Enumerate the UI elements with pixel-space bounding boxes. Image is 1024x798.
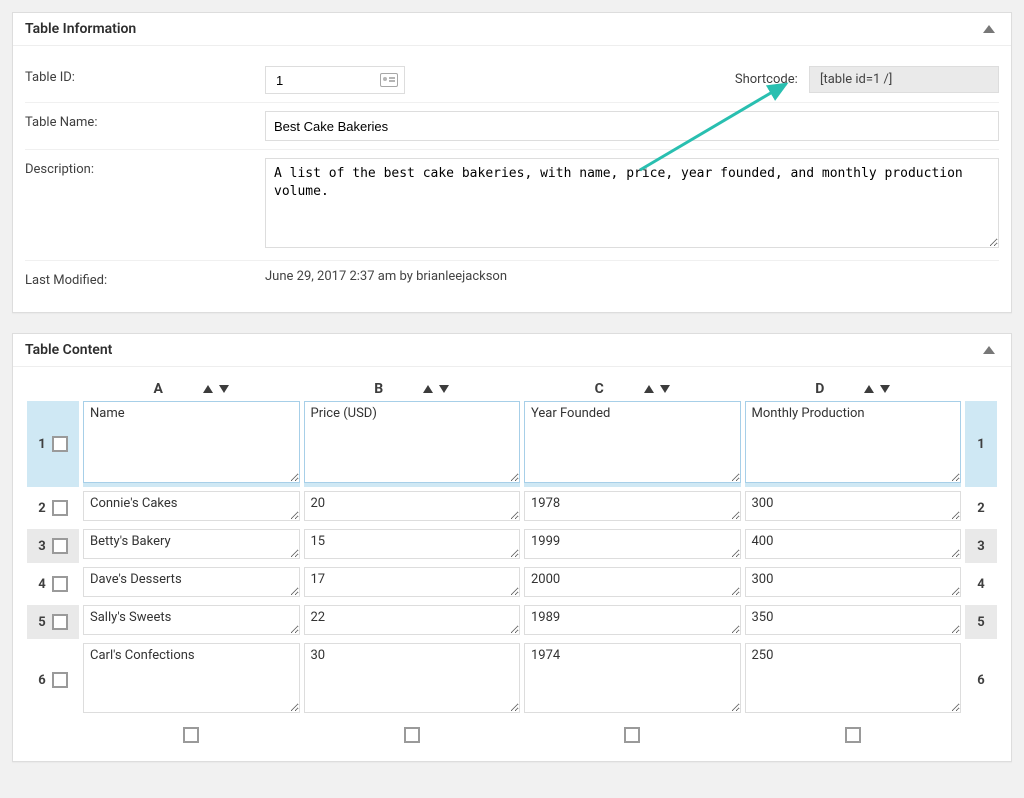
data-cell-input[interactable] [304, 491, 521, 521]
sort-desc-icon[interactable] [880, 385, 890, 393]
column-letter: D [815, 381, 824, 397]
column-header[interactable]: A [83, 381, 300, 397]
table-row: 55 [27, 605, 997, 639]
sort-asc-icon[interactable] [644, 385, 654, 393]
table-row: 66 [27, 643, 997, 717]
data-cell-input[interactable] [524, 529, 741, 559]
description-textarea[interactable] [265, 158, 999, 248]
panel-header: Table Information [13, 13, 1011, 46]
row-checkbox[interactable] [52, 576, 68, 592]
sort-asc-icon[interactable] [864, 385, 874, 393]
data-cell-input[interactable] [83, 567, 300, 597]
row-number-right: 1 [965, 401, 997, 487]
row-checkbox[interactable] [52, 500, 68, 516]
data-cell-input[interactable] [524, 567, 741, 597]
table-information-panel: Table Information Table ID: Shortcode: [… [12, 12, 1012, 313]
panel-title: Table Information [25, 21, 136, 37]
column-header-row: A B [27, 381, 997, 397]
row-number: 2 [38, 501, 45, 516]
panel-body: Table ID: Shortcode: [table id=1 /] Tabl… [13, 46, 1011, 312]
column-letter: A [154, 381, 163, 397]
last-modified-value: June 29, 2017 2:37 am by brianleejackson [265, 269, 507, 284]
sort-desc-icon[interactable] [660, 385, 670, 393]
editable-data-grid: A B [23, 377, 1001, 751]
sort-desc-icon[interactable] [439, 385, 449, 393]
info-form-table: Table ID: Shortcode: [table id=1 /] Tabl… [25, 58, 999, 300]
table-name-input[interactable] [265, 111, 999, 141]
data-cell-input[interactable] [524, 491, 741, 521]
table-content-panel: Table Content A [12, 333, 1012, 762]
data-cell-input[interactable] [745, 643, 962, 713]
table-id-field-wrap [265, 66, 405, 94]
header-cell-input[interactable] [524, 401, 741, 483]
data-cell-input[interactable] [83, 491, 300, 521]
sort-asc-icon[interactable] [423, 385, 433, 393]
data-cell-input[interactable] [304, 643, 521, 713]
row-number-right: 3 [965, 529, 997, 563]
row-number: 3 [38, 539, 45, 554]
label-table-id: Table ID: [25, 58, 265, 103]
data-cell-input[interactable] [524, 605, 741, 635]
id-card-icon [380, 73, 398, 87]
column-header[interactable]: B [304, 381, 521, 397]
panel-title: Table Content [25, 342, 112, 358]
column-header[interactable]: D [745, 381, 962, 397]
sort-asc-icon[interactable] [203, 385, 213, 393]
header-cell-input[interactable] [83, 401, 300, 483]
row-number-right: 5 [965, 605, 997, 639]
data-cell-input[interactable] [304, 567, 521, 597]
table-row: 44 [27, 567, 997, 601]
table-row: 22 [27, 491, 997, 525]
row-checkbox[interactable] [52, 614, 68, 630]
panel-header: Table Content [13, 334, 1011, 367]
data-cell-input[interactable] [83, 605, 300, 635]
column-checkbox[interactable] [624, 727, 640, 743]
row-number: 4 [38, 577, 45, 592]
row-checkbox[interactable] [52, 672, 68, 688]
label-description: Description: [25, 150, 265, 261]
column-checkbox[interactable] [404, 727, 420, 743]
row-number: 6 [38, 673, 45, 688]
table-header-row: 11 [27, 401, 997, 487]
table-row: 33 [27, 529, 997, 563]
column-checkbox[interactable] [183, 727, 199, 743]
header-cell-input[interactable] [304, 401, 521, 483]
row-number-right: 6 [965, 643, 997, 717]
header-cell-input[interactable] [745, 401, 962, 483]
data-cell-input[interactable] [745, 605, 962, 635]
data-cell-input[interactable] [745, 491, 962, 521]
column-checkbox[interactable] [845, 727, 861, 743]
shortcode-display[interactable]: [table id=1 /] [809, 66, 999, 93]
row-number: 5 [38, 615, 45, 630]
column-select-row [27, 721, 997, 747]
sort-desc-icon[interactable] [219, 385, 229, 393]
row-checkbox[interactable] [52, 538, 68, 554]
label-shortcode: Shortcode: [735, 72, 798, 87]
row-number-right: 2 [965, 491, 997, 525]
row-number: 1 [38, 437, 45, 452]
collapse-toggle-icon[interactable] [983, 346, 995, 354]
data-cell-input[interactable] [304, 605, 521, 635]
label-table-name: Table Name: [25, 103, 265, 150]
data-cell-input[interactable] [83, 643, 300, 713]
table-id-input[interactable] [274, 72, 380, 89]
column-header[interactable]: C [524, 381, 741, 397]
row-number-right: 4 [965, 567, 997, 601]
data-cell-input[interactable] [524, 643, 741, 713]
label-last-modified: Last Modified: [25, 261, 265, 301]
data-cell-input[interactable] [83, 529, 300, 559]
data-cell-input[interactable] [745, 567, 962, 597]
data-cell-input[interactable] [745, 529, 962, 559]
column-letter: B [374, 381, 383, 397]
column-letter: C [595, 381, 604, 397]
panel-body: A B [13, 367, 1011, 761]
data-cell-input[interactable] [304, 529, 521, 559]
row-checkbox[interactable] [52, 436, 68, 452]
collapse-toggle-icon[interactable] [983, 25, 995, 33]
